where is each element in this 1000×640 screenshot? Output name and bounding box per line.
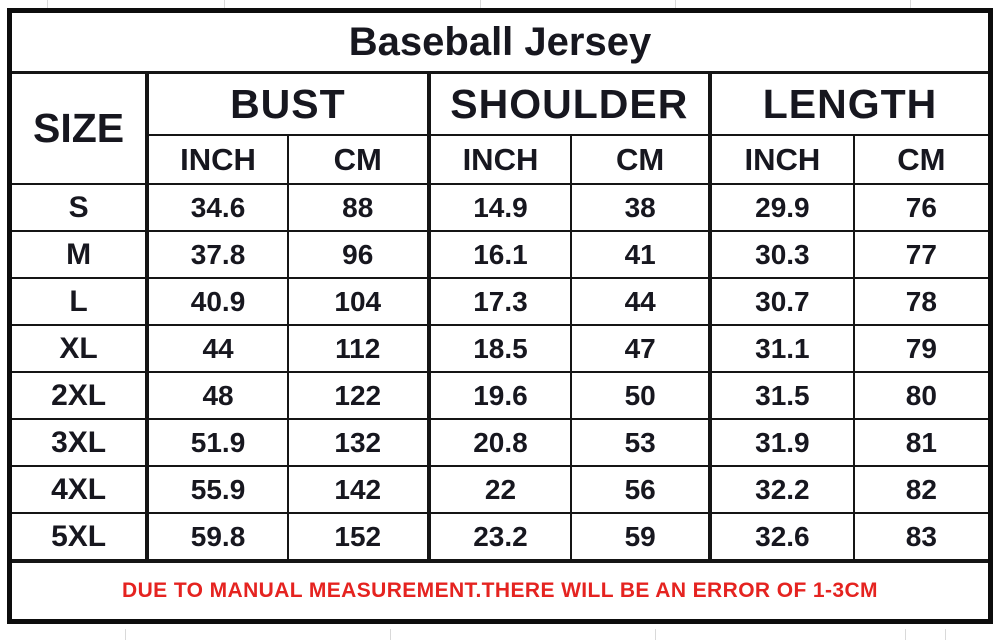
- value-cell: 122: [286, 371, 430, 420]
- size-cell: S: [8, 183, 150, 232]
- gridline-stub: [945, 629, 946, 640]
- value-cell: 38: [570, 183, 712, 232]
- measurement-note: DUE TO MANUAL MEASUREMENT.THERE WILL BE …: [8, 559, 992, 623]
- value-cell: 82: [852, 465, 992, 514]
- value-cell: 47: [570, 324, 712, 373]
- table-row: S 34.6 88 14.9 38 29.9 76: [8, 183, 992, 232]
- value-cell: 29.9: [708, 183, 855, 232]
- gridline-stub: [675, 0, 676, 9]
- value-cell: 22: [426, 465, 573, 514]
- value-cell: 48: [146, 371, 289, 420]
- value-cell: 96: [286, 230, 430, 279]
- size-cell: XL: [8, 324, 150, 373]
- value-cell: 53: [570, 418, 712, 467]
- value-cell: 32.6: [708, 512, 855, 562]
- value-cell: 77: [852, 230, 992, 279]
- column-group-shoulder: SHOULDER: [426, 71, 712, 136]
- value-cell: 56: [570, 465, 712, 514]
- value-cell: 44: [570, 277, 712, 326]
- unit-header-shoulder-cm: CM: [570, 134, 712, 185]
- value-cell: 30.3: [708, 230, 855, 279]
- value-cell: 19.6: [426, 371, 573, 420]
- value-cell: 31.9: [708, 418, 855, 467]
- unit-header-shoulder-inch: INCH: [426, 134, 573, 185]
- value-cell: 32.2: [708, 465, 855, 514]
- table-row: XL 44 112 18.5 47 31.1 79: [8, 324, 992, 373]
- chart-title: Baseball Jersey: [8, 9, 992, 74]
- value-cell: 16.1: [426, 230, 573, 279]
- value-cell: 40.9: [146, 277, 289, 326]
- value-cell: 34.6: [146, 183, 289, 232]
- value-cell: 30.7: [708, 277, 855, 326]
- value-cell: 31.5: [708, 371, 855, 420]
- value-cell: 37.8: [146, 230, 289, 279]
- size-cell: 5XL: [8, 512, 150, 562]
- value-cell: 44: [146, 324, 289, 373]
- table-row: 5XL 59.8 152 23.2 59 32.6 83: [8, 512, 992, 562]
- gridline-stub: [125, 629, 126, 640]
- table-row: 4XL 55.9 142 22 56 32.2 82: [8, 465, 992, 514]
- column-group-length: LENGTH: [708, 71, 992, 136]
- value-cell: 50: [570, 371, 712, 420]
- value-cell: 81: [852, 418, 992, 467]
- table-row: 3XL 51.9 132 20.8 53 31.9 81: [8, 418, 992, 467]
- size-cell: M: [8, 230, 150, 279]
- value-cell: 80: [852, 371, 992, 420]
- gridline-stub: [910, 0, 911, 9]
- value-cell: 59: [570, 512, 712, 562]
- gridline-stub: [47, 0, 48, 9]
- size-chart-table: Baseball Jersey SIZE BUST SHOULDER LENGT…: [7, 8, 993, 624]
- value-cell: 31.1: [708, 324, 855, 373]
- value-cell: 18.5: [426, 324, 573, 373]
- unit-header-length-inch: INCH: [708, 134, 855, 185]
- value-cell: 132: [286, 418, 430, 467]
- size-column-header: SIZE: [8, 71, 150, 185]
- value-cell: 23.2: [426, 512, 573, 562]
- value-cell: 104: [286, 277, 430, 326]
- gridline-stub: [905, 629, 906, 640]
- unit-header-bust-inch: INCH: [146, 134, 289, 185]
- gridline-stub: [655, 629, 656, 640]
- gridline-stub: [224, 0, 225, 9]
- column-group-bust: BUST: [146, 71, 430, 136]
- value-cell: 55.9: [146, 465, 289, 514]
- unit-header-bust-cm: CM: [286, 134, 430, 185]
- table-row: M 37.8 96 16.1 41 30.3 77: [8, 230, 992, 279]
- value-cell: 41: [570, 230, 712, 279]
- table-row: 2XL 48 122 19.6 50 31.5 80: [8, 371, 992, 420]
- value-cell: 76: [852, 183, 992, 232]
- size-cell: 3XL: [8, 418, 150, 467]
- value-cell: 14.9: [426, 183, 573, 232]
- value-cell: 78: [852, 277, 992, 326]
- gridline-stub: [390, 629, 391, 640]
- value-cell: 59.8: [146, 512, 289, 562]
- value-cell: 79: [852, 324, 992, 373]
- size-cell: L: [8, 277, 150, 326]
- value-cell: 83: [852, 512, 992, 562]
- size-cell: 4XL: [8, 465, 150, 514]
- value-cell: 17.3: [426, 277, 573, 326]
- value-cell: 142: [286, 465, 430, 514]
- unit-header-length-cm: CM: [852, 134, 992, 185]
- gridline-stub: [480, 0, 481, 9]
- size-cell: 2XL: [8, 371, 150, 420]
- value-cell: 51.9: [146, 418, 289, 467]
- value-cell: 112: [286, 324, 430, 373]
- table-row: L 40.9 104 17.3 44 30.7 78: [8, 277, 992, 326]
- value-cell: 20.8: [426, 418, 573, 467]
- value-cell: 88: [286, 183, 430, 232]
- value-cell: 152: [286, 512, 430, 562]
